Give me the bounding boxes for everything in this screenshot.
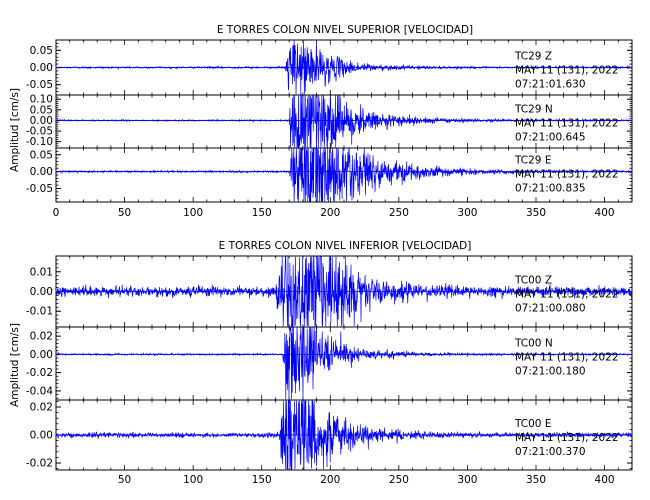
date-label: MAY 11 (131), 2022 xyxy=(515,65,619,77)
channel-label: TC29 Z xyxy=(514,51,552,63)
x-tick-label: 200 xyxy=(320,474,340,486)
channel-panel: 0.02 0.00 -0.02 -0.04 TC00 N MAY 11 (131), 20… xyxy=(26,326,633,401)
y-tick-label: 0.00 xyxy=(30,286,53,298)
y-axis-label-inferior: Amplitud [cm/s] xyxy=(9,323,21,407)
time-label: 07:21:00.835 xyxy=(515,183,586,195)
channel-label: TC00 N xyxy=(514,337,553,349)
y-tick-label: -0.05 xyxy=(26,126,53,138)
x-tick-label: 50 xyxy=(118,474,131,486)
date-label: MAY 11 (131), 2022 xyxy=(515,117,619,129)
y-tick-label: 0.02 xyxy=(30,331,53,343)
channel-label: TC29 N xyxy=(514,103,553,115)
x-tick-label: 300 xyxy=(457,474,477,486)
y-tick-label: 0.10 xyxy=(30,94,53,106)
y-tick-label: 0.05 xyxy=(30,104,53,116)
y-tick-label: 0.05 xyxy=(30,45,53,57)
y-tick-label: -0.01 xyxy=(26,306,53,318)
y-tick-label: -0.04 xyxy=(26,385,53,397)
chart-title-inferior: E TORRES COLON NIVEL INFERIOR [VELOCIDAD… xyxy=(219,240,472,252)
y-tick-label: -0.05 xyxy=(26,79,53,91)
x-tick-label: 350 xyxy=(526,207,546,219)
y-tick-label: 0.02 xyxy=(30,402,53,414)
channel-panel: 0.01 0.00 -0.01 TC00 Z MAY 11 (131), 2022 07:… xyxy=(26,255,633,328)
channel-panel: 0.100.050.00-0.05-0.10 TC29 N MAY 11 (131)… xyxy=(26,94,633,149)
x-tick-label: 100 xyxy=(183,207,203,219)
y-tick-label: -0.05 xyxy=(26,183,53,195)
date-label: MAY 11 (131), 2022 xyxy=(515,432,619,444)
chart-inferior: E TORRES COLON NIVEL INFERIOR [VELOCIDAD… xyxy=(9,240,633,486)
y-tick-label: -0.10 xyxy=(26,136,53,148)
x-tick-label: 250 xyxy=(389,207,409,219)
x-tick-label: 100 xyxy=(183,474,203,486)
time-label: 07:21:00.180 xyxy=(515,365,586,377)
channel-panel: 0.05 0.00 -0.05 TC29 Z MAY 11 (131), 2022 07:… xyxy=(26,39,633,96)
y-tick-label: 0.00 xyxy=(30,115,53,127)
chart-title-superior: E TORRES COLON NIVEL SUPERIOR [VELOCIDAD… xyxy=(217,24,473,36)
y-tick-label: 0.00 xyxy=(30,166,53,178)
date-label: MAY 11 (131), 2022 xyxy=(515,351,619,363)
chart-superior: E TORRES COLON NIVEL SUPERIOR [VELOCIDAD… xyxy=(9,24,633,219)
x-tick-label: 400 xyxy=(595,474,615,486)
channel-label: TC00 Z xyxy=(514,275,552,287)
channel-label: TC29 E xyxy=(514,155,551,167)
time-label: 07:21:01.630 xyxy=(515,79,586,91)
time-label: 07:21:00.645 xyxy=(515,131,586,143)
y-tick-label: -0.02 xyxy=(26,458,53,470)
x-tick-label: 300 xyxy=(457,207,477,219)
y-tick-label: 0.00 xyxy=(30,430,53,442)
y-tick-label: 0.00 xyxy=(30,62,53,74)
y-tick-label: 0.01 xyxy=(30,266,53,278)
date-label: MAY 11 (131), 2022 xyxy=(515,169,619,181)
channel-panel: 0.05 0.00 -0.05 TC29 E MAY 11 (131), 2022 07:… xyxy=(26,147,633,203)
y-tick-label: -0.02 xyxy=(26,367,53,379)
x-tick-label: 150 xyxy=(252,474,272,486)
y-axis-label-superior: Amplitud [cm/s] xyxy=(9,88,21,172)
x-tick-label: 50 xyxy=(118,207,131,219)
x-tick-label: 250 xyxy=(389,474,409,486)
x-tick-label: 350 xyxy=(526,474,546,486)
x-tick-label: 150 xyxy=(252,207,272,219)
date-label: MAY 11 (131), 2022 xyxy=(515,289,619,301)
x-tick-label: 400 xyxy=(595,207,615,219)
time-label: 07:21:00.080 xyxy=(515,303,586,315)
x-tick-label: 200 xyxy=(320,207,340,219)
y-tick-label: 0.00 xyxy=(30,349,53,361)
channel-panel: 0.02 0.00 -0.02 TC00 E MAY 11 (131), 2022 07:… xyxy=(26,399,633,471)
y-tick-label: 0.05 xyxy=(30,149,53,161)
x-tick-label: 0 xyxy=(53,207,60,219)
channel-label: TC00 E xyxy=(514,418,551,430)
time-label: 07:21:00.370 xyxy=(515,446,586,458)
